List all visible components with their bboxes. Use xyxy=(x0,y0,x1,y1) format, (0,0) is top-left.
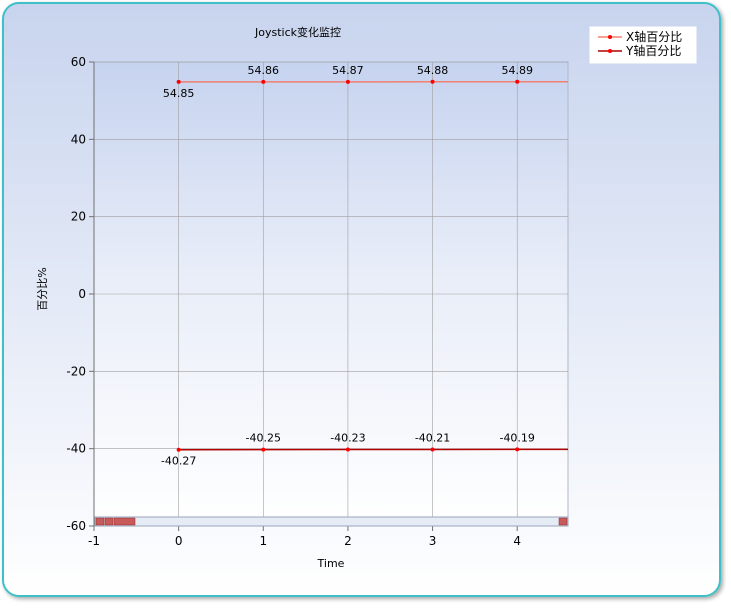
data-label: 54.85 xyxy=(163,87,195,100)
data-point xyxy=(515,447,519,451)
data-label: 54.88 xyxy=(417,64,449,77)
x-axis-title: Time xyxy=(317,557,345,570)
data-point xyxy=(261,448,265,452)
y-tick-label: -60 xyxy=(66,519,86,533)
data-point xyxy=(515,80,519,84)
x-tick-label: 0 xyxy=(175,534,183,548)
x-tick-label: 4 xyxy=(513,534,521,548)
data-point xyxy=(431,80,435,84)
data-label: -40.23 xyxy=(330,432,365,445)
x-tick-label: -1 xyxy=(88,534,100,548)
data-point xyxy=(261,80,265,84)
data-label: -40.27 xyxy=(161,455,196,468)
scrollbar-right-button[interactable] xyxy=(559,518,567,525)
data-label: -40.25 xyxy=(246,432,281,445)
scrollbar-left-small-button[interactable] xyxy=(105,518,113,525)
legend-marker-y xyxy=(608,49,612,53)
y-tick-label: 40 xyxy=(71,132,86,146)
data-label: 54.87 xyxy=(332,64,364,77)
chart-title: Joystick变化监控 xyxy=(254,25,341,39)
data-point xyxy=(346,448,350,452)
y-tick-label: 60 xyxy=(71,55,86,69)
x-tick-label: 3 xyxy=(429,534,437,548)
y-tick-label: 0 xyxy=(78,287,86,301)
legend-label-x: X轴百分比 xyxy=(626,29,682,44)
scrollbar-thumb[interactable] xyxy=(114,518,135,525)
scrollbar-left-button[interactable] xyxy=(96,518,104,525)
y-tick-label: -40 xyxy=(66,442,86,456)
legend: X轴百分比 Y轴百分比 xyxy=(590,27,696,63)
data-point xyxy=(177,80,181,84)
y-tick-label: -20 xyxy=(66,364,86,378)
y-axis-title: 百分比% xyxy=(36,267,49,310)
data-label: 54.89 xyxy=(501,64,533,77)
y-tick-label: 20 xyxy=(71,210,86,224)
data-point xyxy=(346,80,350,84)
scrollbar-track[interactable] xyxy=(95,517,568,526)
data-point xyxy=(177,448,181,452)
legend-label-y: Y轴百分比 xyxy=(625,43,681,58)
horizontal-scrollbar[interactable] xyxy=(95,517,568,526)
data-point xyxy=(431,447,435,451)
x-tick-label: 1 xyxy=(259,534,267,548)
data-label: 54.86 xyxy=(248,64,280,77)
data-label: -40.19 xyxy=(499,431,534,444)
x-tick-label: 2 xyxy=(344,534,352,548)
data-label: -40.21 xyxy=(415,431,450,444)
legend-marker-x xyxy=(608,35,612,39)
